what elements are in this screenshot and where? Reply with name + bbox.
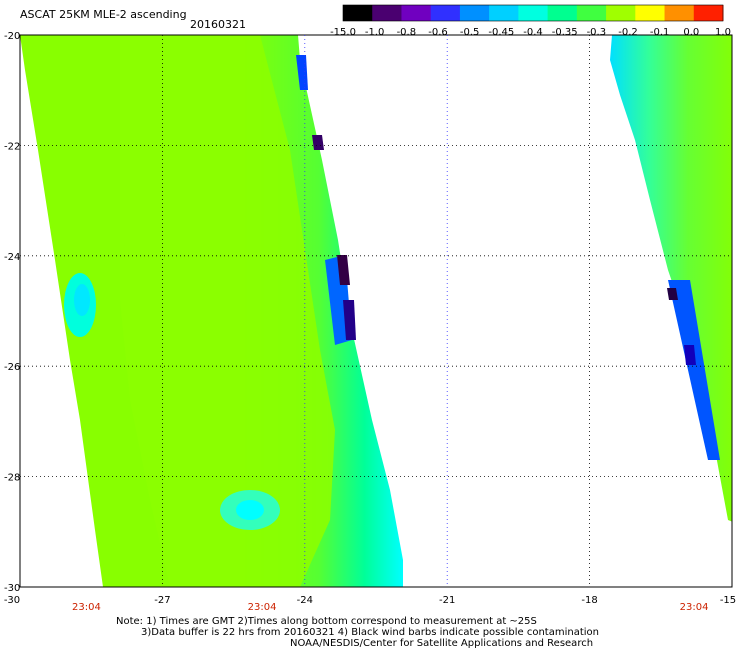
colorbar-label: -0.2 xyxy=(618,27,638,38)
colorbar-swatch xyxy=(664,5,695,21)
latitude-label: -20 xyxy=(4,31,20,42)
colorbar-label: -0.5 xyxy=(460,27,480,38)
right-swath-dark-pixel xyxy=(667,288,678,300)
axis-tick-labels: -30 -27 -24 -21 -18 -15 -20 -22 -24 -26 -28 -30 23:0… xyxy=(4,31,736,613)
dark-pixels-1 xyxy=(312,135,324,150)
time-label: 23:04 xyxy=(248,602,277,613)
colorbar-swatch xyxy=(430,5,461,21)
swath-cyan-spot-west-core xyxy=(74,284,90,316)
time-label: 23:04 xyxy=(680,602,709,613)
map-frame xyxy=(19,34,733,588)
colorbar-label: -15.0 xyxy=(330,27,356,38)
color-scale-bar xyxy=(342,4,724,22)
colorbar-swatch xyxy=(489,5,519,21)
longitude-label: -21 xyxy=(439,595,455,606)
footer-note-line-2: 3)Data buffer is 22 hrs from 20160321 4)… xyxy=(141,627,599,638)
left-swath-inner xyxy=(120,35,335,587)
colorbar-swatch xyxy=(401,5,432,21)
colorbar-swatch xyxy=(343,5,373,21)
longitude-label: -15 xyxy=(720,595,736,606)
longitude-label: -27 xyxy=(154,595,170,606)
colorbar-swatch xyxy=(576,5,607,21)
colorbar-label: -0.35 xyxy=(552,27,578,38)
right-swath-blue-edge xyxy=(668,280,720,460)
colorbar-label: -0.4 xyxy=(523,27,543,38)
colorbar-swatch xyxy=(459,5,490,21)
latitude-label: -26 xyxy=(4,362,20,373)
colorbar-swatch xyxy=(635,5,666,21)
colorbar-swatch xyxy=(693,5,724,21)
longitude-label: -24 xyxy=(297,595,313,606)
colorbar-label: -1.0 xyxy=(365,27,385,38)
colorbar-label: -0.3 xyxy=(587,27,607,38)
image-title: ASCAT 25KM MLE-2 ascending xyxy=(20,8,187,21)
latitude-label: -22 xyxy=(4,141,20,152)
colorbar-swatch xyxy=(372,5,402,21)
swath-cyan-spot-south-core xyxy=(236,500,264,520)
footer-credit: NOAA/NESDIS/Center for Satellite Applica… xyxy=(290,638,594,649)
colorbar-label: -0.45 xyxy=(488,27,514,38)
colorbar-swatch xyxy=(547,5,578,21)
image-date: 20160321 xyxy=(190,18,246,31)
right-swath xyxy=(610,35,732,522)
latitude-label: -24 xyxy=(4,252,20,263)
latitude-label: -30 xyxy=(4,583,20,594)
lat-lon-grid xyxy=(20,35,732,587)
longitude-label: -30 xyxy=(4,595,20,606)
longitude-label: -18 xyxy=(581,595,597,606)
colorbar-swatch xyxy=(606,5,636,21)
color-scale-labels: -15.0 -1.0 -0.8 -0.6 -0.5 -0.45 -0.4 -0.35 -0.3-… xyxy=(330,27,731,38)
dark-pixels-2 xyxy=(337,255,350,285)
colorbar-label: -0.6 xyxy=(428,27,448,38)
time-label: 23:04 xyxy=(72,602,101,613)
colorbar-label: 1.0 xyxy=(715,27,731,38)
dark-pixels-3 xyxy=(343,300,356,340)
footer-note-line-1: Note: 1) Times are GMT 2)Times along bot… xyxy=(116,616,537,627)
latitude-label: -28 xyxy=(4,473,20,484)
colorbar-label: -0.8 xyxy=(397,27,417,38)
colorbar-label: 0.0 xyxy=(683,27,699,38)
right-swath-deep-pixel xyxy=(684,345,696,365)
colorbar-swatch xyxy=(518,5,549,21)
colorbar-label: -0.1 xyxy=(650,27,670,38)
